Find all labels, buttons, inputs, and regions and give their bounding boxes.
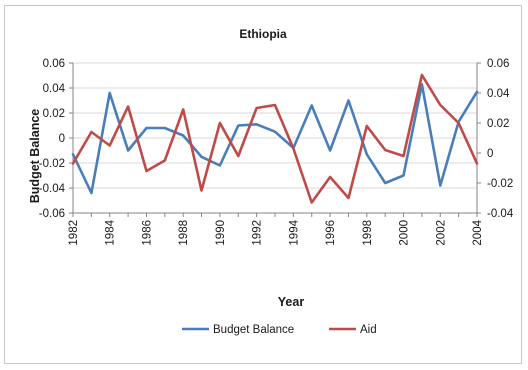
- y-left-tick-label: -0.06: [39, 208, 65, 220]
- series-line-aid: [71, 73, 479, 204]
- x-tick-label: 1990: [215, 220, 227, 246]
- y-axis-title: Budget Balance: [28, 109, 42, 204]
- axes: [69, 62, 481, 217]
- grid-lines: [73, 62, 477, 214]
- y-right-tick-label: -0.02: [487, 178, 513, 190]
- x-tick-label: 2000: [399, 220, 411, 246]
- x-tick-label: 2004: [472, 219, 484, 245]
- y-left-tick-label: 0.02: [43, 108, 65, 120]
- x-axis-title: Year: [278, 295, 305, 309]
- y-left-tick-label: -0.02: [39, 158, 65, 170]
- x-tick-label: 1986: [141, 220, 153, 246]
- y-left-tick-label: 0: [59, 133, 65, 145]
- y-left-tick-label: 0.04: [43, 83, 66, 95]
- y-right-tick-label: 0.06: [487, 58, 509, 70]
- y-left-tick-label: 0.06: [43, 58, 65, 70]
- tick-labels: 0.06 0.04 0.02 0 -0.02 -0.04 -0.06 0.06 0.04 0.02…: [39, 58, 514, 246]
- legend-label-aid: Aid: [360, 324, 377, 336]
- x-tick-label: 2002: [435, 220, 447, 246]
- y-right-tick-label: 0.04: [487, 88, 510, 100]
- chart-frame: Ethiopia Budget Balance Year 0.06 0.04 0.0…: [4, 5, 522, 364]
- chart-title: Ethiopia: [239, 27, 287, 41]
- y-left-tick-label: -0.04: [39, 183, 66, 195]
- y-right-tick-label: 0.02: [487, 118, 509, 130]
- series-lines: [71, 73, 479, 204]
- y-right-tick-label: -0.04: [487, 208, 514, 220]
- x-tick-label: 1998: [362, 220, 374, 246]
- y-right-tick-label: 0: [487, 148, 493, 160]
- x-tick-label: 1994: [288, 219, 300, 245]
- series-line-budget-balance: [71, 83, 479, 195]
- legend: Budget Balance Aid: [182, 324, 377, 336]
- x-tick-label: 1996: [325, 220, 337, 246]
- x-tick-label: 1992: [252, 220, 264, 246]
- legend-label-budget-balance: Budget Balance: [213, 324, 294, 336]
- x-tick-label: 1984: [105, 219, 117, 245]
- x-tick-label: 1988: [178, 220, 190, 246]
- x-tick-label: 1982: [68, 220, 80, 246]
- line-chart: Ethiopia Budget Balance Year 0.060.040.0…: [28, 27, 514, 336]
